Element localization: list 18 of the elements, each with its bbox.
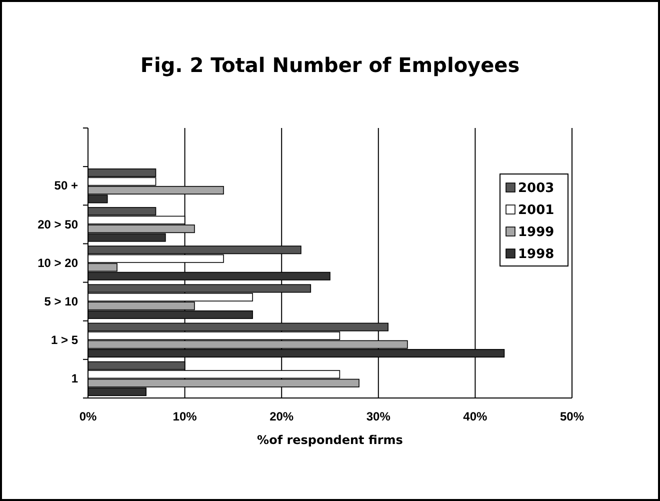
y-tick-label: 1 > 5 <box>50 332 78 347</box>
y-tick-label: 50 + <box>54 178 78 193</box>
legend-label: 1998 <box>518 247 554 262</box>
x-tick-label: 10% <box>172 410 198 424</box>
x-tick-label: 50% <box>560 410 584 424</box>
x-tick-label: 40% <box>463 410 488 424</box>
chart-title: Fig. 2 Total Number of Employees <box>140 53 520 77</box>
x-tick-label: 0% <box>79 410 97 424</box>
y-tick-label: 10 > 20 <box>38 256 78 270</box>
x-axis-title: %of respondent firms <box>257 433 403 447</box>
legend-label: 1999 <box>518 225 554 240</box>
legend-label: 2001 <box>518 203 554 218</box>
x-tick-label: 30% <box>366 410 391 424</box>
y-tick-label: 20 > 50 <box>38 217 78 232</box>
x-tick-label: 20% <box>270 410 294 424</box>
y-tick-label: 5 > 10 <box>44 294 78 308</box>
y-tick-label: 1 <box>71 372 78 386</box>
legend-label: 2003 <box>518 181 554 196</box>
